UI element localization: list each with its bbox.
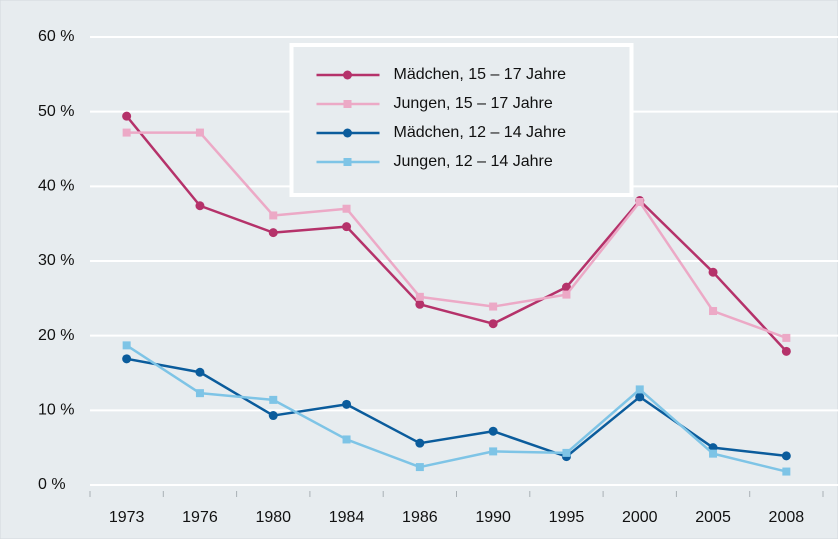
series-line xyxy=(125,344,787,473)
data-point xyxy=(195,367,205,377)
data-point xyxy=(342,435,351,444)
x-tick-label: 1973 xyxy=(109,509,145,526)
x-tick-label: 2008 xyxy=(769,509,805,526)
data-point xyxy=(635,198,644,207)
y-tick-label: 40 % xyxy=(38,178,74,195)
series-line xyxy=(126,131,787,340)
data-point xyxy=(342,204,351,213)
data-point xyxy=(562,448,571,457)
data-point xyxy=(268,411,278,421)
y-tick-label: 20 % xyxy=(38,327,74,344)
legend-marker xyxy=(343,128,352,138)
data-point xyxy=(195,389,204,398)
x-tick-label: 1986 xyxy=(402,509,438,526)
series-line xyxy=(125,115,788,353)
data-point xyxy=(122,354,132,364)
data-point xyxy=(342,399,352,409)
y-tick-label: 50 % xyxy=(38,103,74,120)
data-point xyxy=(415,463,424,472)
data-point xyxy=(342,222,352,232)
data-point xyxy=(122,111,132,121)
data-point xyxy=(562,290,571,299)
data-point xyxy=(561,282,571,292)
data-point xyxy=(781,346,791,356)
y-tick-label: 10 % xyxy=(38,402,74,419)
legend-label: Jungen, 15 – 17 Jahre xyxy=(394,95,553,112)
data-point xyxy=(708,267,718,277)
data-point xyxy=(781,451,791,461)
data-point xyxy=(195,201,205,211)
legend-box xyxy=(289,43,634,197)
data-point xyxy=(122,128,131,137)
legend-marker xyxy=(343,158,352,166)
y-tick-label: 0 % xyxy=(38,476,66,493)
data-point xyxy=(269,395,278,404)
data-point xyxy=(269,211,278,220)
data-point xyxy=(122,341,131,350)
x-tick-label: 1980 xyxy=(255,509,291,526)
data-point xyxy=(709,307,718,316)
legend-marker xyxy=(343,70,352,80)
data-point xyxy=(415,438,425,448)
x-tick-label: 1976 xyxy=(182,509,218,526)
data-point xyxy=(195,128,204,137)
x-tick-label: 1984 xyxy=(329,509,365,526)
data-point xyxy=(415,299,425,309)
data-point xyxy=(488,319,498,329)
x-tick-label: 1995 xyxy=(549,509,585,526)
legend-label: Mädchen, 15 – 17 Jahre xyxy=(394,66,567,83)
data-point xyxy=(635,385,644,394)
data-point xyxy=(635,392,645,402)
data-point xyxy=(488,426,498,436)
x-tick-label: 2000 xyxy=(622,509,658,526)
x-tick-label: 2005 xyxy=(695,509,731,526)
legend-marker xyxy=(343,100,352,108)
x-tick-label: 1990 xyxy=(475,509,511,526)
data-point xyxy=(489,302,498,311)
y-tick-label: 60 % xyxy=(38,28,74,45)
y-tick-label: 30 % xyxy=(38,252,74,269)
data-point xyxy=(268,228,278,238)
data-point xyxy=(709,449,718,458)
data-point xyxy=(782,467,791,476)
data-point xyxy=(782,333,791,342)
legend-label: Mädchen, 12 – 14 Jahre xyxy=(394,124,567,141)
legend-label: Jungen, 12 – 14 Jahre xyxy=(394,153,553,170)
data-point xyxy=(415,292,424,301)
data-point xyxy=(489,447,498,456)
